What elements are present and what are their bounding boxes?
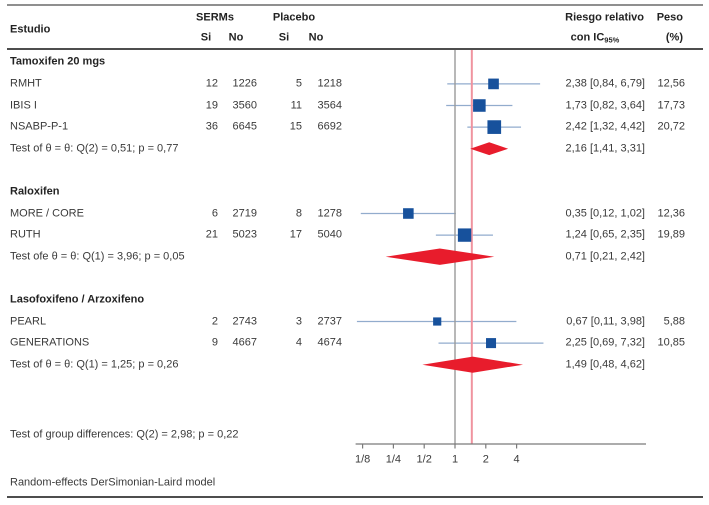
serms-no-count: 2719 <box>232 207 257 219</box>
rr-ci-value: 1,24 [0,65, 2,35] <box>565 228 645 241</box>
column-header-serms-no: No <box>228 31 244 44</box>
placebo-si-count: 5 <box>295 77 302 90</box>
column-header-peso-pct: (%) <box>665 31 683 44</box>
rr-ci-value: 2,25 [0,69, 7,32] <box>565 336 645 349</box>
rr-ci-value: 1,73 [0,82, 3,64] <box>565 99 645 111</box>
serms-no-count: 1226 <box>232 77 257 90</box>
model-note: Random-effects DerSimonian-Laird model <box>10 476 216 489</box>
weight-value: 10,85 <box>657 336 685 349</box>
column-header-placebo-si: Si <box>278 31 290 44</box>
column-header-estudio: Estudio <box>10 23 51 36</box>
placebo-no-count: 1278 <box>317 207 342 219</box>
top-border <box>7 4 703 6</box>
serms-si-count: 36 <box>205 120 218 133</box>
study-name: RUTH <box>10 228 41 241</box>
weight-value: 12,36 <box>657 207 685 219</box>
placebo-no-count: 1218 <box>317 77 342 90</box>
study-name: GENERATIONS <box>10 336 90 349</box>
subtotal-rr-ci-value: 2,16 [1,41, 3,31] <box>565 142 645 155</box>
subtotal-rr-ci-value: 0,71 [0,21, 2,42] <box>565 250 645 263</box>
column-header-serms: SERMs <box>196 11 234 24</box>
serms-no-count: 5023 <box>232 228 257 241</box>
serms-si-count: 12 <box>205 77 218 90</box>
placebo-si-count: 15 <box>289 120 302 133</box>
study-name: MORE / CORE <box>10 207 84 219</box>
serms-si-count: 6 <box>211 207 218 219</box>
serms-no-count: 4667 <box>232 336 257 349</box>
group-differences-test: Test of group differences: Q(2) = 2,98; … <box>10 428 239 441</box>
placebo-si-count: 3 <box>295 315 302 327</box>
effect-square <box>403 208 414 219</box>
axis-tick-label: 1 <box>451 453 459 465</box>
effect-square <box>473 99 486 112</box>
effect-square <box>488 78 499 90</box>
rr-ci-value: 2,42 [1,32, 4,42] <box>565 120 645 133</box>
placebo-no-count: 2737 <box>317 315 342 327</box>
weight-value: 17,73 <box>657 99 685 111</box>
serms-si-count: 2 <box>211 315 218 327</box>
study-name: PEARL <box>10 315 47 327</box>
group-header: Lasofoxifeno / Arzoxifeno <box>10 293 145 306</box>
study-name: IBIS I <box>10 99 37 111</box>
ic95-subscript: 95% <box>604 35 620 45</box>
rr-ci-value: 2,38 [0,84, 6,79] <box>565 77 645 90</box>
heterogeneity-test: Test ofe θ = θ: Q(1) = 3,96; p = 0,05 <box>10 250 185 263</box>
effect-square <box>457 228 472 242</box>
serms-si-count: 21 <box>205 228 218 241</box>
effect-square <box>433 317 442 326</box>
serms-no-count: 6645 <box>232 120 257 133</box>
header-divider <box>7 48 703 50</box>
axis-tick-label: 2 <box>482 453 489 465</box>
rr-ci-value: 0,35 [0,12, 1,02] <box>565 207 645 219</box>
serms-si-count: 9 <box>211 336 218 349</box>
column-header-peso: Peso <box>656 11 683 24</box>
placebo-si-count: 8 <box>295 207 302 219</box>
placebo-no-count: 6692 <box>317 120 342 133</box>
axis-tick-label: 1/4 <box>385 453 402 465</box>
weight-value: 19,89 <box>657 228 685 241</box>
serms-no-count: 3560 <box>232 99 257 111</box>
placebo-no-count: 3564 <box>317 99 342 111</box>
heterogeneity-test: Test of θ = θ: Q(2) = 0,51; p = 0,77 <box>10 142 179 155</box>
study-name: NSABP-P-1 <box>10 120 69 133</box>
group-header: Tamoxifen 20 mgs <box>10 55 106 68</box>
column-header-placebo-no: No <box>308 31 324 44</box>
weight-value: 12,56 <box>657 77 685 90</box>
serms-si-count: 19 <box>205 99 218 111</box>
axis-tick-label: 4 <box>513 453 520 465</box>
placebo-no-count: 5040 <box>317 228 342 241</box>
serms-no-count: 2743 <box>232 315 257 327</box>
axis-tick-label: 1/8 <box>354 453 371 465</box>
heterogeneity-test: Test of θ = θ: Q(1) = 1,25; p = 0,26 <box>10 358 179 371</box>
column-header-con-ic95: con IC95% <box>570 31 620 45</box>
study-name: RMHT <box>10 77 42 90</box>
placebo-si-count: 11 <box>290 99 302 111</box>
group-header: Raloxifen <box>10 185 60 198</box>
axis-tick-label: 1/2 <box>416 453 432 465</box>
placebo-si-count: 4 <box>295 336 302 349</box>
subtotal-rr-ci-value: 1,49 [0,48, 4,62] <box>565 358 645 371</box>
effect-square <box>487 120 502 134</box>
bottom-border <box>7 496 703 498</box>
subtotal-diamond <box>422 356 524 373</box>
subtotal-diamond <box>470 142 509 156</box>
column-header-serms-si: Si <box>200 31 212 44</box>
rr-ci-value: 0,67 [0,11, 3,98] <box>566 315 645 327</box>
column-header-placebo: Placebo <box>272 11 316 24</box>
effect-square <box>486 338 497 349</box>
column-header-riesgo-relativo: Riesgo relativo <box>565 11 644 24</box>
weight-value: 5,88 <box>663 315 685 327</box>
placebo-no-count: 4674 <box>317 336 342 349</box>
placebo-si-count: 17 <box>289 228 302 241</box>
subtotal-diamond <box>385 248 495 265</box>
weight-value: 20,72 <box>657 120 685 133</box>
